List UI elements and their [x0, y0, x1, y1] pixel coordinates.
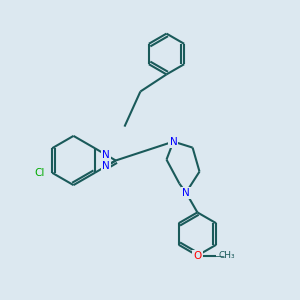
Text: O: O — [193, 250, 202, 261]
Text: N: N — [102, 161, 110, 171]
Text: Cl: Cl — [34, 168, 45, 178]
Text: CH₃: CH₃ — [218, 251, 235, 260]
Text: N: N — [102, 150, 110, 160]
Text: N: N — [169, 136, 177, 147]
Text: —: — — [213, 250, 224, 261]
Text: N: N — [182, 188, 190, 198]
